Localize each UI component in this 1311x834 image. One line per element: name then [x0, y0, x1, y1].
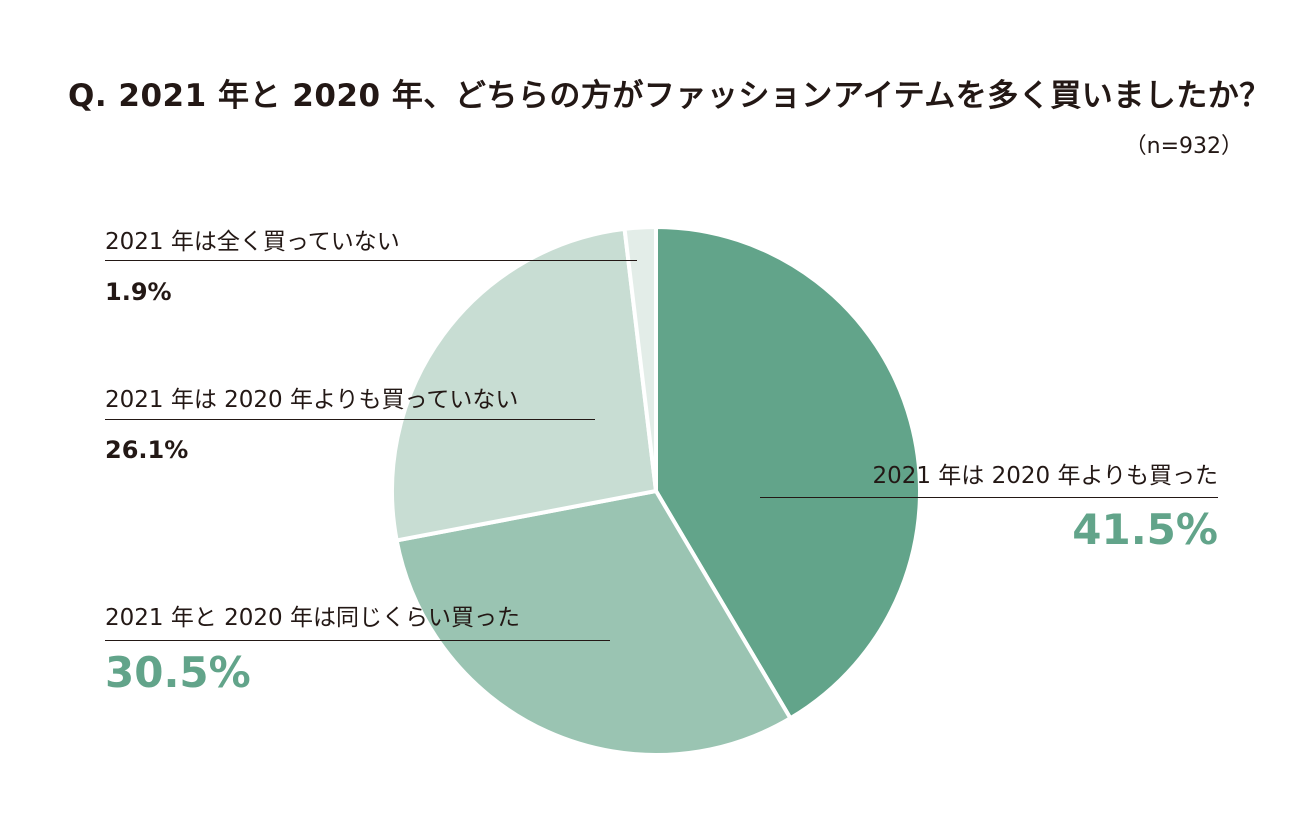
slice-label-same: 2021 年と 2020 年は同じくらい買った — [105, 605, 520, 631]
slice-value-same: 30.5% — [105, 648, 251, 697]
slice-label-none: 2021 年は全く買っていない — [105, 229, 400, 255]
slice-value-more: 41.5% — [1072, 505, 1218, 554]
sample-size: （n=932） — [1124, 134, 1243, 159]
leader-line-same — [105, 640, 610, 641]
slice-label-more: 2021 年は 2020 年よりも買った — [872, 463, 1218, 489]
pie-slice-less — [390, 226, 658, 543]
leader-line-more — [760, 497, 1218, 498]
slice-label-less: 2021 年は 2020 年よりも買っていない — [105, 387, 519, 413]
leader-line-none — [105, 260, 637, 261]
pie-slice-same — [394, 489, 793, 757]
slice-value-less: 26.1% — [105, 436, 189, 464]
slice-value-none: 1.9% — [105, 278, 172, 306]
pie-slice-more — [654, 225, 922, 721]
pie-slice-none — [622, 225, 658, 493]
leader-line-less — [105, 419, 595, 420]
chart-title: Q. 2021 年と 2020 年、どちらの方がファッションアイテムを多く買いま… — [68, 78, 1271, 114]
